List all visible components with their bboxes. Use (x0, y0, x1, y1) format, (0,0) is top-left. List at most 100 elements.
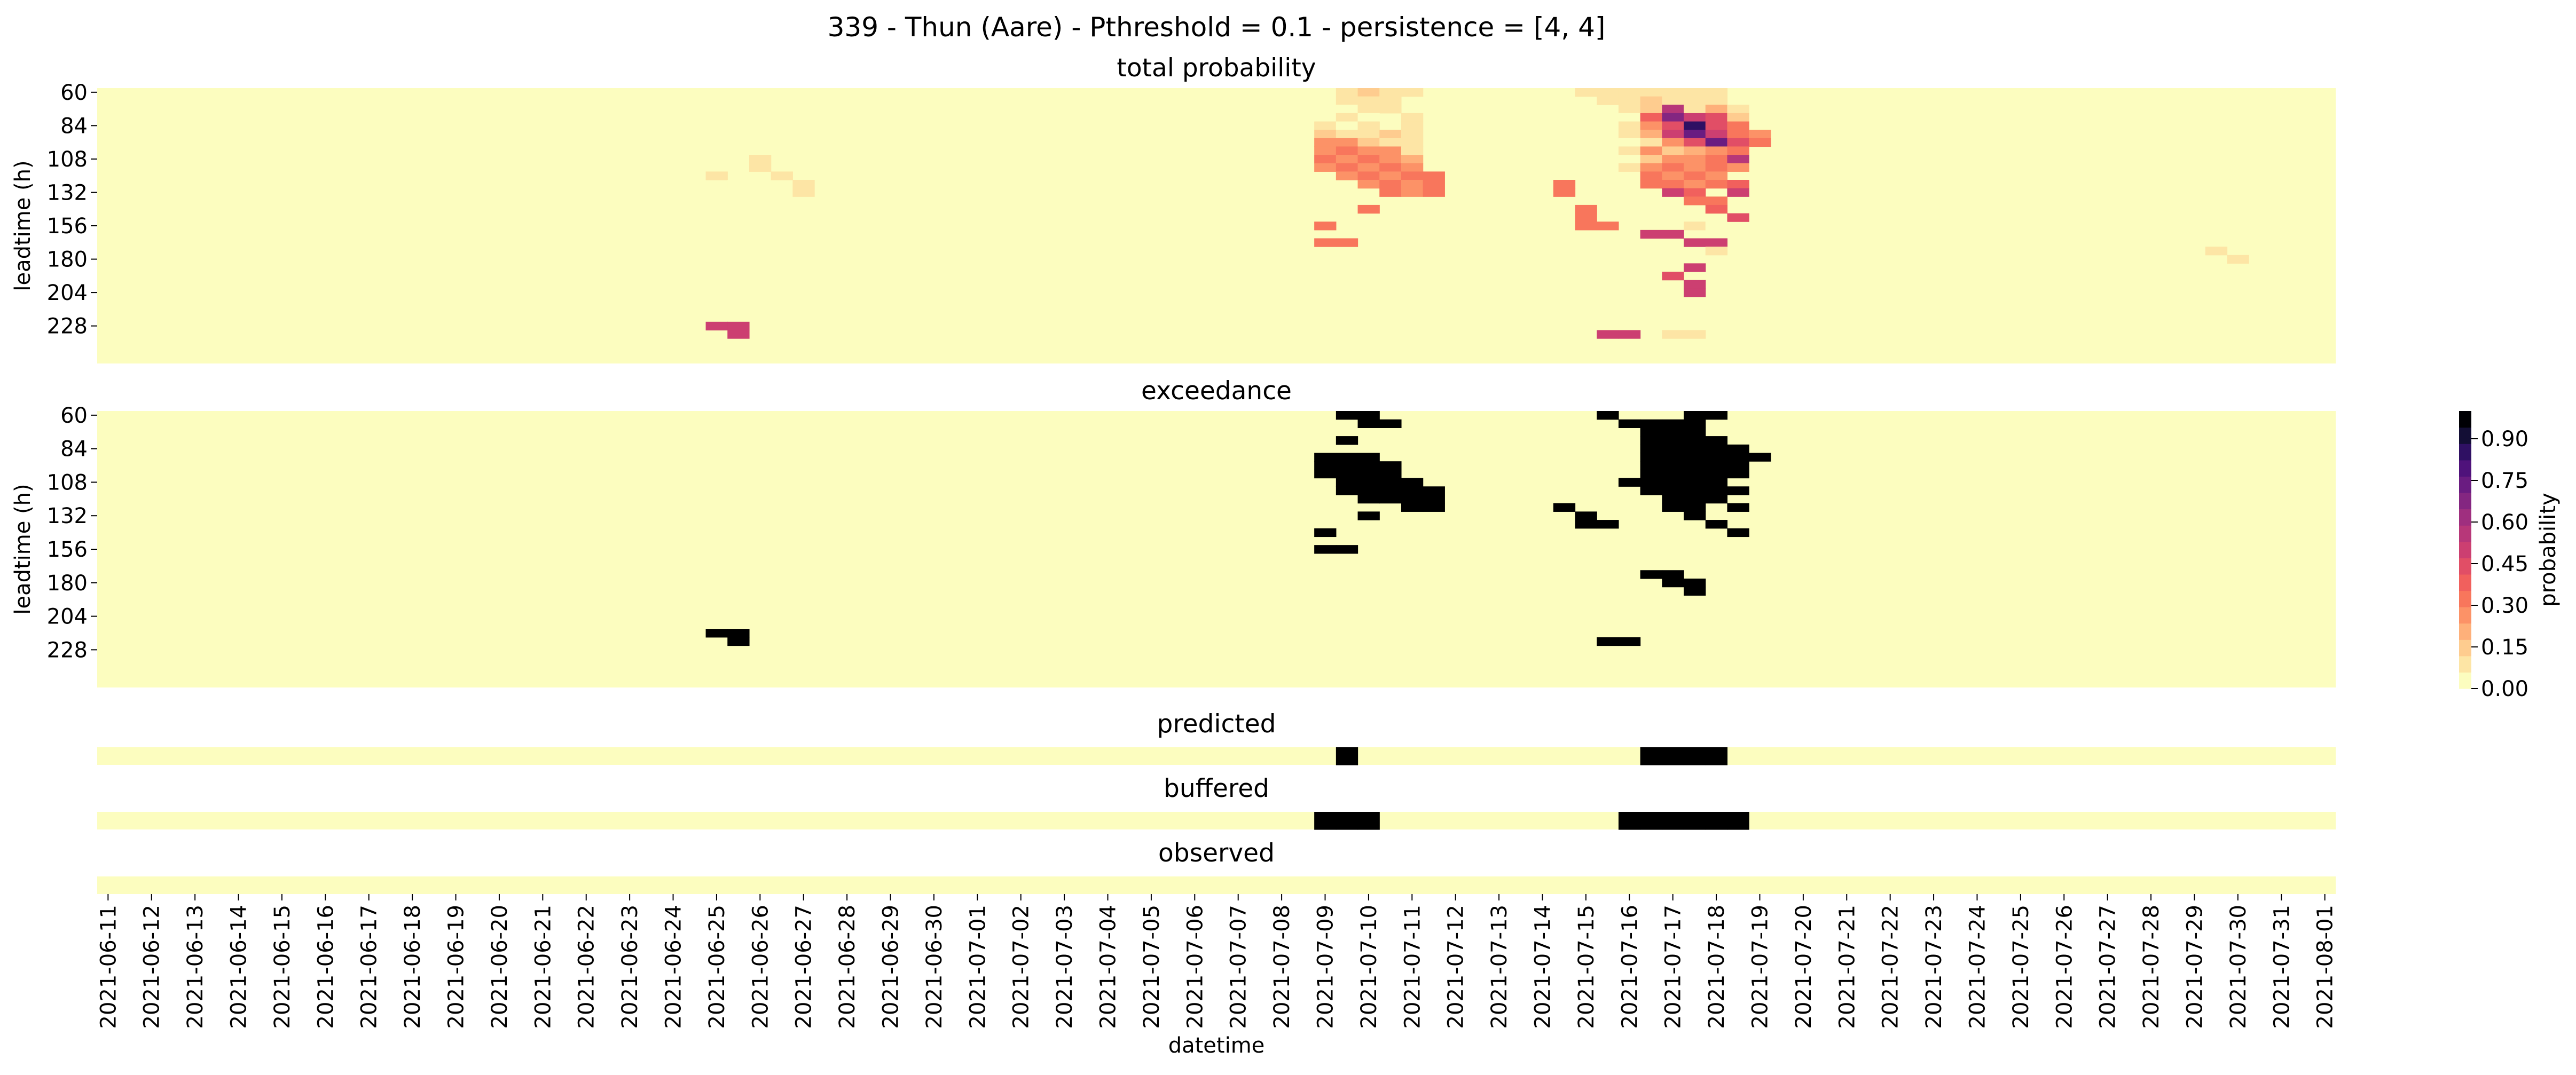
heatmap-cell (1357, 105, 1380, 114)
heatmap-cell (1662, 747, 1684, 765)
heatmap-cell (1379, 419, 1402, 428)
heatmap-cell (1357, 478, 1380, 487)
heatmap-cell (1640, 163, 1662, 172)
heatmap-cell (1684, 171, 1706, 180)
heatmap-cell (1401, 188, 1424, 197)
y-tick-label: 108 (47, 147, 88, 172)
y-tick-label: 204 (47, 605, 88, 629)
heatmap-cell (1705, 812, 1728, 830)
x-tick-label: 2021-07-13 (1487, 905, 1512, 1029)
heatmap-cell (1727, 461, 1749, 470)
heatmap-cell (1684, 503, 1706, 512)
colorbar-band (2459, 411, 2471, 428)
heatmap-cell (1705, 155, 1728, 164)
heatmap-cell (1705, 171, 1728, 180)
colorbar-tick-label: 0.30 (2481, 594, 2528, 618)
heatmap-cell (1640, 121, 1662, 130)
heatmap-cell (1618, 113, 1641, 122)
y-ticks-total-probability: 60 84 108 132 156 180 204 228 (47, 81, 97, 339)
colorbar-label: probability (2536, 493, 2561, 606)
heatmap-cell (1401, 486, 1424, 495)
heatmap-cell (1314, 453, 1337, 462)
heatmap-cell (1379, 188, 1402, 197)
heatmap-cell (1357, 180, 1380, 189)
x-tick-label: 2021-06-29 (879, 905, 904, 1029)
y-tick-label: 204 (47, 281, 88, 305)
heatmap-cell (1662, 444, 1684, 454)
colorbar-tick-label: 0.00 (2481, 677, 2528, 701)
heatmap-cell (1423, 171, 1445, 180)
heatmap-cell (1662, 138, 1684, 147)
heatmap-cell (1553, 188, 1576, 197)
heatmap-cell (1705, 411, 1728, 420)
heatmap-cell (1314, 461, 1337, 470)
panel-total-probability: total probability 60 84 108 132 156 180 204 228… (11, 53, 2336, 363)
heatmap-cell (1314, 130, 1337, 139)
heatmap-cell (1423, 503, 1445, 512)
heatmap-cell (1618, 146, 1641, 155)
heatmap-cell (1705, 130, 1728, 139)
heatmap-cell (1684, 155, 1706, 164)
heatmap-cell (1618, 88, 1641, 97)
colorbar-band (2459, 639, 2471, 657)
heatmap-cell (1705, 146, 1728, 155)
x-tick-label: 2021-07-12 (1444, 905, 1468, 1029)
heatmap-cell (1336, 163, 1358, 172)
heatmap-cell (705, 321, 728, 331)
x-tick-label: 2021-07-19 (1748, 905, 1773, 1029)
heatmap-cell (1640, 171, 1662, 180)
x-tick-label: 2021-07-05 (1140, 905, 1164, 1029)
heatmap-cell (727, 321, 750, 331)
heatmap-cell (1705, 461, 1728, 470)
y-axis-label-exceedance: leadtime (h) (11, 484, 35, 614)
heatmap-cell (1314, 121, 1337, 130)
colorbar-gradient (2459, 411, 2471, 689)
heatmap-cell (1379, 155, 1402, 164)
heatmap-cell (1684, 188, 1706, 197)
heatmap-cell (1727, 453, 1749, 462)
y-tick-label: 108 (47, 470, 88, 495)
x-tick-label: 2021-07-20 (1792, 905, 1816, 1029)
heatmap-cell (1640, 461, 1662, 470)
heatmap-cell (1640, 96, 1662, 105)
heatmap-cell (1314, 528, 1337, 538)
colorbar-band (2459, 541, 2471, 558)
heatmap-cell (1357, 163, 1380, 172)
heatmap-cell (1705, 453, 1728, 462)
heatmap-cell (1705, 121, 1728, 130)
x-tick-label: 2021-07-26 (2052, 905, 2077, 1029)
heatmap-cell (1314, 812, 1337, 830)
heatmap-cell (1684, 812, 1706, 830)
heatmap-cell (1684, 478, 1706, 487)
x-tick-label: 2021-07-02 (1009, 905, 1034, 1029)
heatmap-cell (727, 637, 750, 646)
colorbar-ticks: 0.00 0.15 0.30 0.45 0.60 0.75 0.90 (2471, 427, 2528, 701)
x-tick-label: 2021-07-21 (1835, 905, 1859, 1029)
heatmap-cell (1662, 272, 1684, 281)
heatmap-cell (1705, 113, 1728, 122)
x-tick-label: 2021-07-15 (1574, 905, 1599, 1029)
heatmap-cell (1662, 486, 1684, 495)
heatmap-cell (1314, 469, 1337, 479)
heatmap-cell (1314, 155, 1337, 164)
heatmap-cell (1336, 155, 1358, 164)
heatmap-cells-exceedance (705, 411, 1771, 646)
y-tick-label: 84 (60, 437, 88, 462)
heatmap-cell (1749, 138, 1771, 147)
heatmap-cell (1684, 511, 1706, 520)
heatmap-cell (1575, 222, 1597, 231)
heatmap-cell (1618, 121, 1641, 130)
heatmap-cell (1727, 444, 1749, 454)
colorbar-band (2459, 509, 2471, 526)
heatmap-cell (1357, 453, 1380, 462)
heatmap-cell (792, 188, 815, 197)
heatmap-cell (1705, 238, 1728, 247)
heatmap-cell (1684, 130, 1706, 139)
heatmap-cell (1749, 453, 1771, 462)
heatmap-cell (1727, 138, 1749, 147)
heatmap-cell (1357, 204, 1380, 214)
heatmap-cell (1705, 196, 1728, 205)
heatmap-cell (1401, 163, 1424, 172)
heatmap-cell (1705, 96, 1728, 105)
heatmap-cell (1727, 213, 1749, 222)
